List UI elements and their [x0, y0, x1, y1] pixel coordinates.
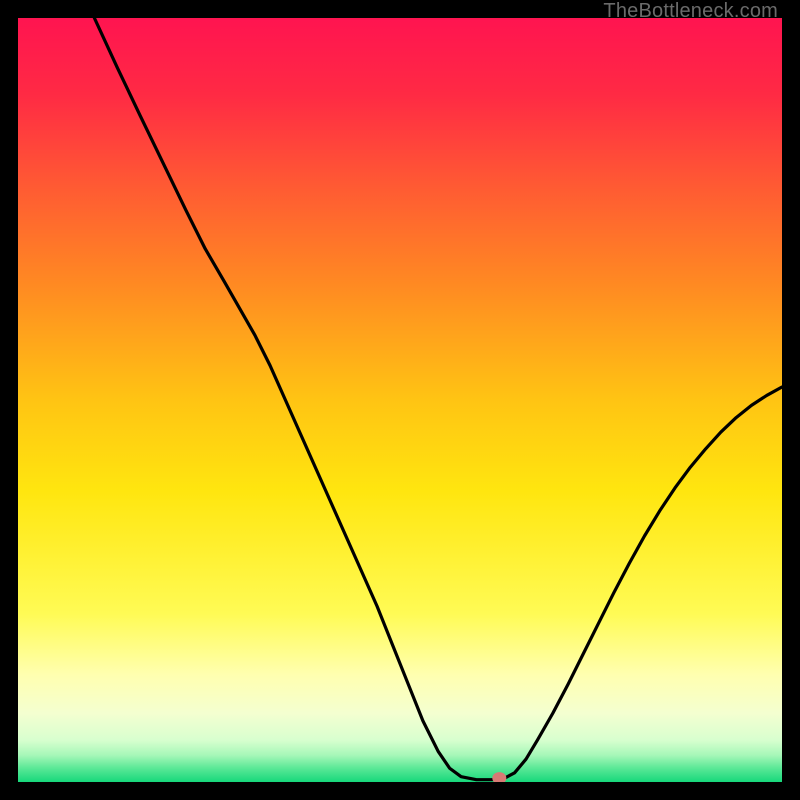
watermark-text: TheBottleneck.com [603, 0, 778, 23]
outer-frame [0, 0, 800, 800]
